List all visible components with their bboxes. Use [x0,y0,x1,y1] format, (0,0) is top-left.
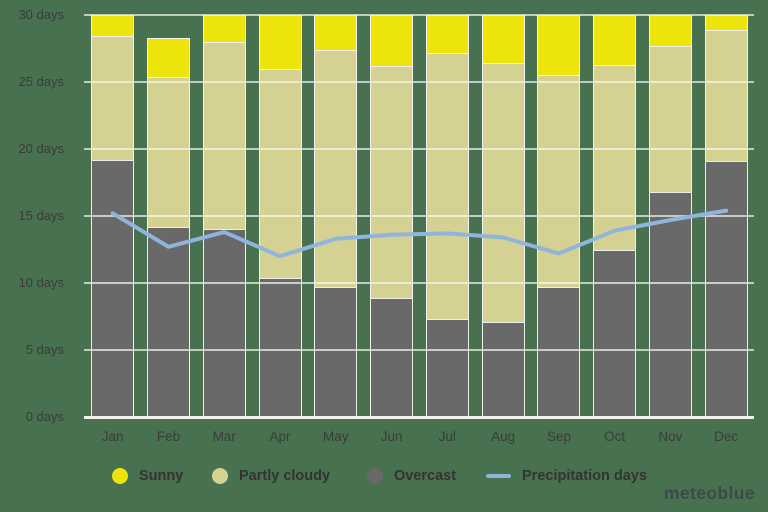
y-tick-label-25-days: 25 days [18,74,64,89]
gridline-10-days [84,282,754,284]
partly-cloudy-swatch-icon [212,467,228,484]
x-tick-label-dec: Dec [714,429,739,444]
legend-item-overcast: Overcast [367,466,456,485]
bar-segment-sunny-jun [370,15,414,66]
x-tick-label-sep: Sep [546,429,571,444]
bar-aug [481,15,525,417]
bar-segment-partly-cloudy-nov [648,45,692,192]
bar-segment-overcast-jan [91,159,135,417]
bar-segment-sunny-apr [258,15,302,69]
x-tick-label-jul: Jul [438,429,456,444]
bar-nov [648,15,692,417]
bar-segment-sunny-aug [481,15,525,64]
x-tick-label-may: May [323,429,349,444]
y-tick-label-30-days: 30 days [18,7,64,22]
bar-segment-sunny-jul [425,15,469,53]
bar-segment-overcast-mar [202,229,246,417]
x-tick-label-feb: Feb [156,429,181,444]
bar-oct [593,15,637,417]
bar-apr [258,15,302,417]
bar-segment-partly-cloudy-mar [202,41,246,230]
y-tick-label-0-days: 0 days [25,409,64,424]
bar-segment-partly-cloudy-apr [258,68,302,278]
legend-item-sunny: Sunny [112,466,183,485]
x-axis-line [84,416,754,419]
precipitation-polyline [110,208,729,259]
bar-segment-overcast-sep [537,287,581,417]
gridline-25-days [84,81,754,83]
meteoblue-watermark: meteoblue [663,483,755,503]
x-tick-label-oct: Oct [604,429,626,444]
bar-segment-overcast-oct [593,249,637,417]
y-tick-label-10-days: 10 days [18,275,64,290]
gridline-20-days [84,148,754,150]
bar-segment-sunny-may [314,15,358,50]
bar-jul [425,15,469,417]
bar-segment-partly-cloudy-feb [147,76,190,227]
precipitation-days-swatch-icon [486,473,511,478]
legend-label: Overcast [394,467,457,484]
bar-segment-overcast-aug [481,321,525,417]
gridline-15-days [84,215,754,217]
bar-segment-overcast-may [314,287,358,417]
y-tick-label-5-days: 5 days [25,342,64,357]
bar-segment-partly-cloudy-oct [593,64,637,250]
legend-item-partly-cloudy: Partly cloudy [212,466,330,485]
x-tick-label-jan: Jan [101,429,124,444]
bar-segment-partly-cloudy-dec [704,29,748,162]
bar-segment-overcast-dec [704,161,748,417]
bar-dec [704,15,748,417]
x-tick-label-apr: Apr [269,429,291,444]
y-tick-label-20-days: 20 days [18,141,64,156]
bar-segment-overcast-apr [258,277,302,417]
bar-segment-overcast-jun [370,297,414,417]
bar-may [314,15,358,417]
x-tick-label-mar: Mar [212,429,236,444]
legend-item-precipitation-days: Precipitation days [486,466,647,485]
bar-feb [147,15,190,417]
bar-segment-partly-cloudy-jun [370,65,414,298]
bar-segment-overcast-jul [425,319,469,417]
bar-segment-overcast-nov [648,191,692,417]
sunny-swatch-icon [112,467,128,484]
x-tick-label-nov: Nov [658,429,683,444]
overcast-swatch-icon [367,467,383,484]
bar-segment-overcast-feb [147,226,190,417]
bar-segment-sunny-mar [202,15,246,42]
x-tick-label-aug: Aug [491,429,516,444]
bar-segment-sunny-feb [147,37,190,77]
bar-segment-sunny-nov [648,15,692,46]
gridline-30-days [84,14,754,16]
bar-segment-partly-cloudy-may [314,49,358,287]
bar-jun [370,15,414,417]
bar-segment-partly-cloudy-aug [481,63,525,322]
bar-segment-sunny-sep [537,15,581,76]
legend-label: Sunny [139,467,184,484]
bar-segment-partly-cloudy-jan [91,36,135,160]
bar-jan [91,15,135,417]
y-tick-label-15-days: 15 days [18,208,64,223]
legend-label: Partly cloudy [239,467,331,484]
x-tick-label-jun: Jun [380,429,403,444]
bar-segment-sunny-oct [593,15,637,65]
bar-segment-sunny-jan [91,15,135,37]
bar-mar [202,15,246,417]
bar-segment-partly-cloudy-jul [425,52,469,320]
legend-label: Precipitation days [522,467,647,484]
gridline-5-days [84,349,754,351]
bar-segment-sunny-dec [704,15,748,30]
